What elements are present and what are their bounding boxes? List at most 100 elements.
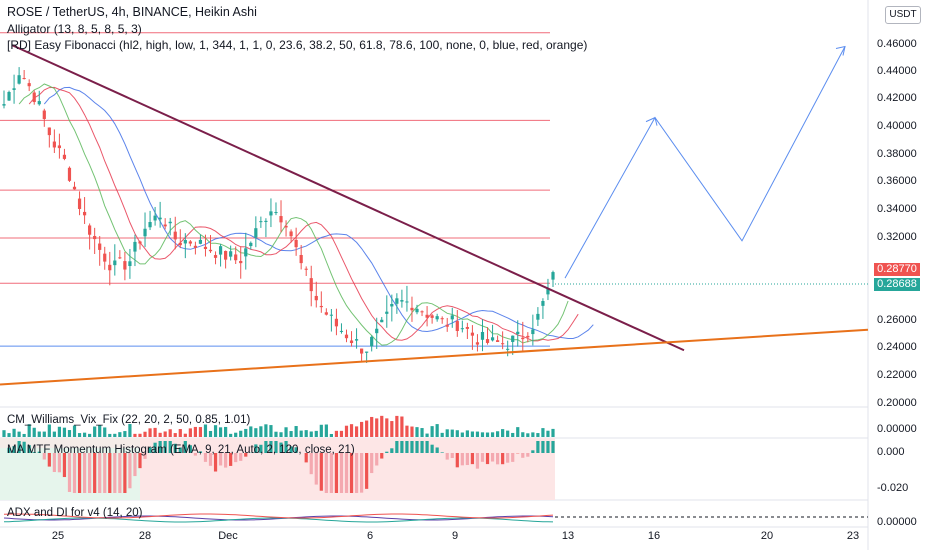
momentum-bar (229, 453, 233, 466)
vix-bar (244, 428, 248, 437)
vix-bar (375, 418, 379, 437)
candle-body (67, 167, 72, 181)
candle-body (229, 251, 233, 257)
candle-body (143, 228, 147, 237)
candle-body (360, 348, 364, 354)
candle-body (193, 245, 197, 248)
vix-bar (103, 427, 107, 437)
chart-title: ROSE / TetherUS, 4h, BINANCE, Heikin Ash… (7, 5, 257, 19)
vix-bar (133, 433, 137, 437)
vix-bar (88, 433, 92, 437)
candle-body (400, 300, 404, 302)
vix-bar (47, 424, 51, 437)
candle-body (435, 316, 439, 320)
momentum-bar (108, 453, 112, 493)
vix-histogram (2, 415, 555, 437)
fib-legend[interactable]: [RD] Easy Fibonacci (hl2, high, low, 1, … (7, 38, 588, 52)
candle-body (304, 268, 308, 270)
candle-body (420, 311, 424, 313)
adx-legend[interactable]: ADX and DI for v4 (14, 20) (7, 507, 143, 519)
momentum-legend[interactable]: MA MTF Momentum Histogram (EMA, 9, 21, A… (7, 444, 355, 456)
momentum-bar (465, 453, 469, 466)
candle-body (188, 241, 192, 244)
candle-body (299, 254, 303, 264)
candle-body (279, 216, 283, 223)
x-tick: 13 (561, 530, 575, 542)
alligator-legend[interactable]: Alligator (13, 8, 5, 8, 5, 3) (7, 22, 142, 36)
momentum-bar (339, 453, 344, 493)
vix-bar (405, 425, 409, 437)
vix-bar (450, 429, 454, 437)
momentum-bar (168, 441, 172, 453)
momentum-bar (128, 453, 132, 489)
momentum-bar (37, 451, 41, 453)
candle-body (430, 315, 434, 318)
candle-body (239, 260, 243, 264)
candle-body (465, 327, 469, 329)
vix-bar (249, 426, 253, 437)
vix-bar (546, 430, 550, 437)
vix-bar (198, 427, 203, 437)
vix-bar (113, 433, 117, 437)
currency-unit-button[interactable]: USDT (885, 6, 921, 24)
vix-bar (511, 432, 515, 437)
candle-body (344, 334, 349, 339)
momentum-bar (314, 453, 318, 485)
momentum-tick: 0.000 (877, 446, 905, 458)
momentum-bar (435, 447, 439, 453)
vix-bar (329, 433, 333, 437)
vix-bar (339, 430, 344, 437)
candle-body (289, 231, 293, 237)
candle-body (455, 321, 459, 331)
momentum-bar (264, 441, 268, 453)
vix-bar (506, 430, 510, 437)
candle-body (88, 225, 92, 235)
x-tick: 28 (138, 530, 152, 542)
momentum-bar (294, 447, 298, 453)
vix-bar (57, 426, 62, 437)
momentum-bar (239, 453, 243, 461)
vix-bar (12, 428, 16, 437)
vix-bar (360, 421, 364, 437)
y-tick: 0.22000 (877, 369, 917, 381)
vix-bar (516, 427, 520, 437)
momentum-bar (178, 447, 182, 453)
momentum-bar (430, 444, 434, 453)
vix-bar (264, 424, 268, 437)
candle-body (158, 217, 162, 220)
candle-body (380, 319, 384, 323)
vix-bar (168, 429, 172, 437)
momentum-bar (405, 441, 409, 453)
adx-lines (3, 513, 554, 523)
vix-bar (425, 433, 429, 437)
vix-bar (526, 433, 530, 437)
momentum-bar (324, 453, 328, 493)
adx-line (3, 513, 554, 519)
vix-bar (218, 427, 223, 437)
momentum-bar (495, 453, 500, 465)
momentum-bar (440, 452, 444, 453)
momentum-bar (113, 453, 117, 493)
vix-bar (299, 430, 303, 437)
vix-legend[interactable]: CM_Williams_Vix_Fix (22, 20, 2, 50, 0.85… (7, 414, 251, 426)
momentum-bar (279, 442, 283, 453)
momentum-bar (354, 453, 359, 493)
x-tick: 16 (647, 530, 661, 542)
vix-bar (309, 431, 313, 437)
candle-body (203, 246, 208, 249)
candle-body (254, 228, 258, 238)
momentum-bar (531, 450, 535, 453)
vix-bar (138, 433, 142, 437)
momentum-bar (22, 441, 26, 453)
momentum-bar (470, 453, 475, 465)
candle-body (334, 318, 339, 327)
vix-bar (475, 431, 480, 437)
momentum-bar (198, 451, 203, 453)
momentum-bar (490, 453, 495, 462)
candle-body (284, 225, 288, 228)
vix-bar (7, 433, 11, 437)
momentum-bar (234, 453, 238, 463)
candle-body (183, 240, 187, 244)
current-price-tag: 0.28688 (874, 278, 920, 291)
